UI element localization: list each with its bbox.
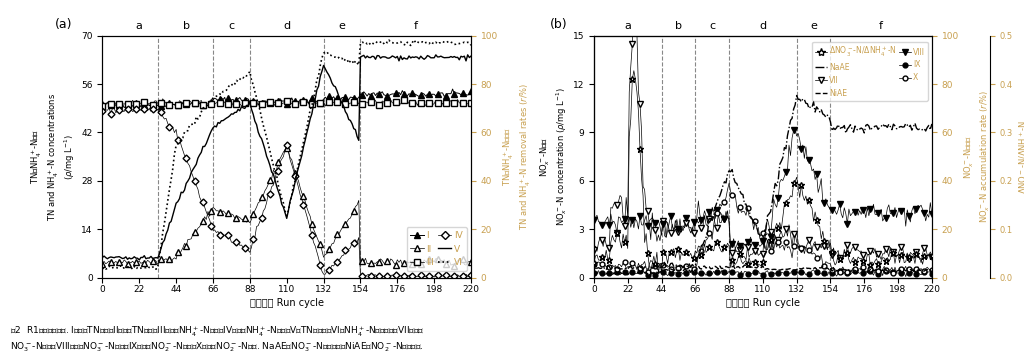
Legend: I, II, III, IV, V, VI: I, II, III, IV, V, VI [407, 227, 467, 271]
Text: d: d [284, 21, 290, 31]
Text: f: f [880, 21, 883, 31]
X-axis label: 运行周期 Run cycle: 运行周期 Run cycle [726, 298, 800, 309]
Text: c: c [228, 21, 234, 31]
X-axis label: 运行周期 Run cycle: 运行周期 Run cycle [250, 298, 324, 309]
Text: d: d [760, 21, 766, 31]
Y-axis label: TN和NH$_4^+$-N去除率
TN and NH$_4^+$-N removal rates ($r$/%): TN和NH$_4^+$-N去除率 TN and NH$_4^+$-N remov… [502, 83, 532, 230]
Text: b: b [182, 21, 189, 31]
Y-axis label: $\Delta$NO$_3^-$-N/$\Delta$NH$_4^+$-N: $\Delta$NO$_3^-$-N/$\Delta$NH$_4^+$-N [1017, 120, 1024, 194]
Text: (a): (a) [54, 18, 72, 31]
Legend: $\Delta$NO$_3^-$-N/$\Delta$NH$_4^+$-N, NaAE, VII, NiAE, VIII, IX, X: $\Delta$NO$_3^-$-N/$\Delta$NH$_4^+$-N, N… [812, 42, 928, 101]
Text: e: e [810, 21, 817, 31]
Text: e: e [339, 21, 345, 31]
Text: b: b [675, 21, 682, 31]
Text: a: a [625, 21, 631, 31]
Text: a: a [136, 21, 142, 31]
Text: 图2  R1氮素转化性能. I：进水TN浓度；II：出水TN浓度；III：进水NH$_4^+$-N浓度；IV：出水NH$_4^+$-N浓度；V：TN去除率；VI: 图2 R1氮素转化性能. I：进水TN浓度；II：出水TN浓度；III：进水NH… [10, 325, 425, 354]
Y-axis label: NO$_x^-$-N浓度
NO$_x^-$-N concentration ($\rho$/mg L$^{-1}$): NO$_x^-$-N浓度 NO$_x^-$-N concentration ($… [538, 87, 568, 226]
Y-axis label: NO$_x^-$-N累积率
NO$_x^-$-N accumulation rate ($r$/%): NO$_x^-$-N累积率 NO$_x^-$-N accumulation ra… [963, 90, 992, 223]
Text: f: f [414, 21, 418, 31]
Text: c: c [710, 21, 715, 31]
Y-axis label: TN和NH$_4^+$-N浓度
TN and NH$_4^+$-N concentrations
($\rho$/mg L$^{-1}$): TN和NH$_4^+$-N浓度 TN and NH$_4^+$-N concen… [30, 93, 77, 221]
Text: (b): (b) [550, 18, 567, 31]
